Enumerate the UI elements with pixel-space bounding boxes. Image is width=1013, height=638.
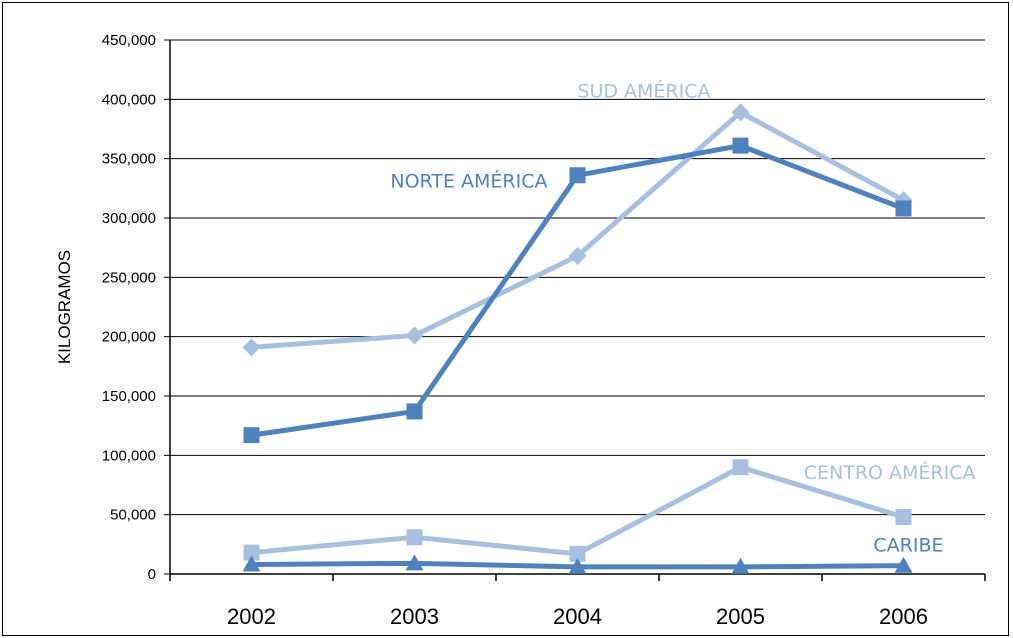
x-tick-label: 2003 xyxy=(390,604,439,629)
data-point-sud-am-rica xyxy=(568,246,587,265)
x-tick-label: 2004 xyxy=(553,604,602,629)
y-tick-label: 0 xyxy=(148,566,156,583)
data-point-centro-am-rica xyxy=(895,509,912,526)
x-axis: 2002 2003 2004 2005 2006 xyxy=(169,573,986,629)
data-point-sud-am-rica xyxy=(731,103,750,122)
y-tick-label: 400,000 xyxy=(102,91,156,108)
data-point-centro-am-rica xyxy=(732,459,749,476)
series-label-caribe: CARIBE xyxy=(873,535,943,557)
x-tick-label: 2005 xyxy=(716,604,765,629)
data-point-sud-am-rica xyxy=(242,338,261,357)
y-axis: 0 50,000 100,000 150,000 200,000 250,000 300,0… xyxy=(102,32,171,583)
data-point-caribe xyxy=(405,554,424,571)
y-tick-label: 350,000 xyxy=(102,151,156,168)
series-line-norte-am-rica xyxy=(251,143,905,438)
series-line-sud-am-rica xyxy=(251,109,905,350)
y-tick-label: 100,000 xyxy=(102,447,156,464)
data-point-norte-am-rica xyxy=(895,200,912,217)
data-point-norte-am-rica xyxy=(243,427,260,444)
y-tick-label: 450,000 xyxy=(102,32,156,49)
data-point-centro-am-rica xyxy=(569,545,586,562)
y-tick-label: 300,000 xyxy=(102,210,156,227)
data-point-caribe xyxy=(731,557,750,574)
data-point-caribe xyxy=(242,555,261,572)
data-point-norte-am-rica xyxy=(732,137,749,154)
y-axis-label: KILOGRAMOS xyxy=(55,250,74,364)
x-tick-label: 2006 xyxy=(879,604,928,629)
series-label-sud-am-rica: SUD AMÉRICA xyxy=(577,79,710,102)
data-point-caribe xyxy=(894,556,913,573)
data-point-sud-am-rica xyxy=(405,326,424,345)
data-point-norte-am-rica xyxy=(406,403,423,420)
y-tick-label: 150,000 xyxy=(102,388,156,405)
series-group xyxy=(242,103,913,574)
x-tick-label: 2002 xyxy=(227,604,276,629)
data-point-centro-am-rica xyxy=(243,544,260,561)
data-point-centro-am-rica xyxy=(406,529,423,546)
y-tick-label: 200,000 xyxy=(102,329,156,346)
series-labels: SUD AMÉRICA NORTE AMÉRICA CENTRO AMÉRICA CA… xyxy=(390,79,975,556)
series-label-centro-am-rica: CENTRO AMÉRICA xyxy=(804,461,976,484)
y-tick-label: 50,000 xyxy=(110,507,156,524)
gridlines xyxy=(170,39,985,516)
data-point-caribe xyxy=(568,557,587,574)
y-tick-label: 250,000 xyxy=(102,269,156,286)
series-label-norte-am-rica: NORTE AMÉRICA xyxy=(390,169,547,192)
data-point-norte-am-rica xyxy=(569,167,586,184)
